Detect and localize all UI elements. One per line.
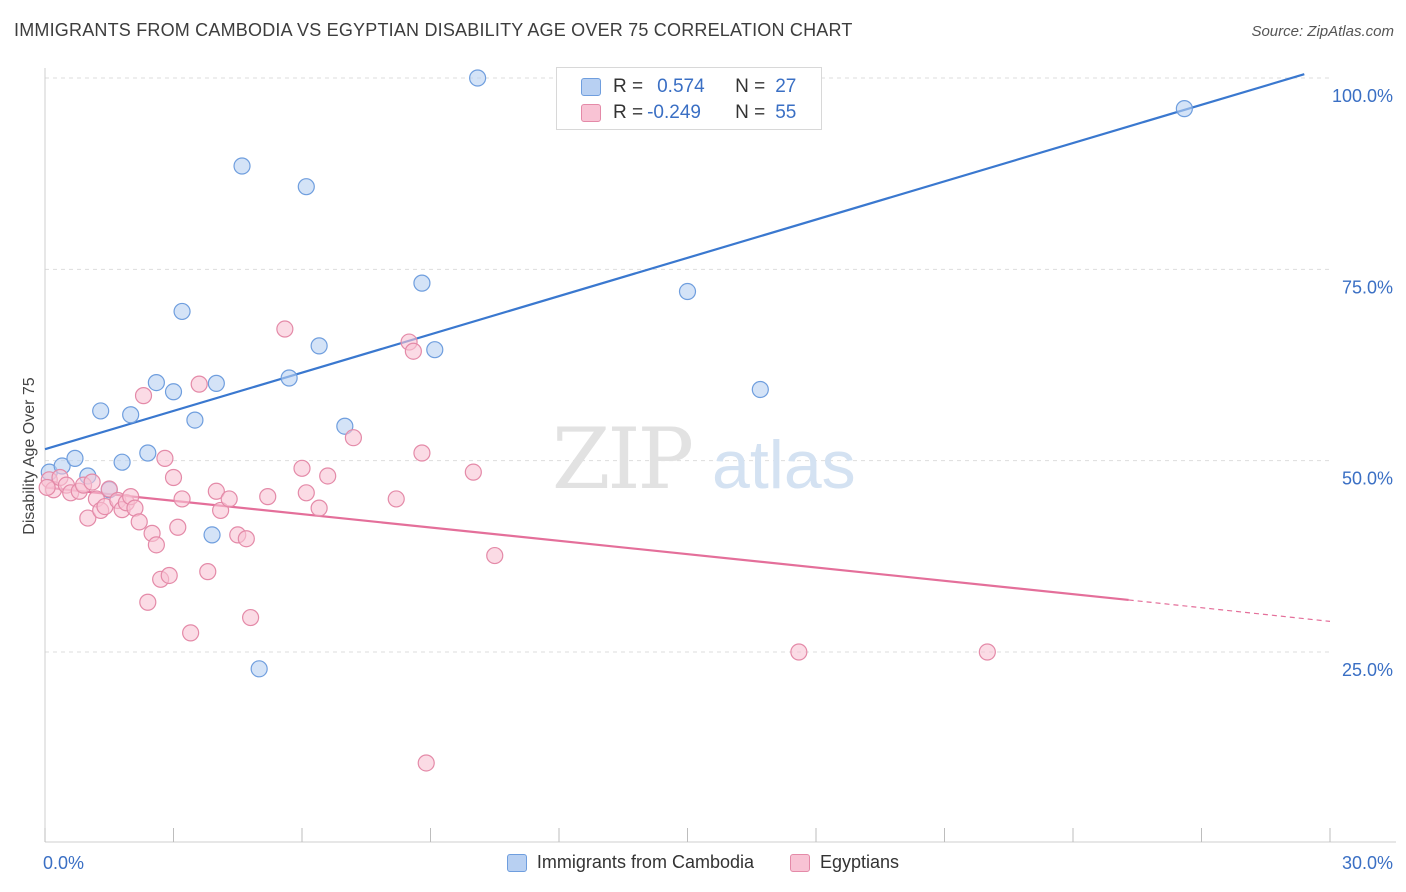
egyptians-point <box>199 563 217 581</box>
egyptians-point <box>319 467 337 485</box>
egyptians-point <box>387 490 405 508</box>
cambodia-point <box>1175 100 1193 118</box>
cambodia-point <box>173 302 191 321</box>
legend-swatch-pink <box>790 853 810 872</box>
r-label: R = <box>613 76 644 97</box>
egyptians-point <box>259 488 277 506</box>
cambodia-point <box>147 374 165 392</box>
egyptians-point <box>130 513 148 531</box>
egyptians-trend-extension <box>1128 599 1331 622</box>
egyptians-point <box>173 490 191 508</box>
watermark-zip: ZIP <box>552 410 692 508</box>
egyptians-point <box>134 387 153 405</box>
series-legend: Immigrants from Cambodia Egyptians <box>0 852 1406 873</box>
egyptians-point <box>169 518 187 536</box>
stats-legend: R = 0.574 N = 27 R = -0.249 N = 55 <box>556 67 822 130</box>
n-value: 55 <box>775 102 797 123</box>
cambodia-point <box>426 341 444 359</box>
egyptians-point <box>978 643 996 661</box>
cambodia-point <box>122 406 140 424</box>
legend-swatch-pink <box>581 104 601 122</box>
egyptians-point <box>79 509 97 527</box>
x-tick-label: 30.0% <box>1342 853 1393 873</box>
egyptians-point <box>164 468 183 487</box>
y-tick-label: 75.0% <box>1342 277 1393 297</box>
egyptians-point <box>156 449 174 467</box>
egyptians-point <box>237 530 255 548</box>
cambodia-point <box>203 526 221 544</box>
stats-row-cambodia: R = 0.574 N = 27 <box>581 75 796 99</box>
data-points <box>38 69 1193 772</box>
cambodia-point <box>207 374 225 392</box>
egyptians-point <box>38 478 56 497</box>
legend-item-cambodia[interactable]: Immigrants from Cambodia <box>506 852 754 873</box>
source-note: Source: ZipAtlas.com <box>1251 23 1394 40</box>
legend-swatch-blue <box>581 78 601 96</box>
cambodia-point <box>139 444 157 462</box>
cambodia-point <box>413 274 431 292</box>
egyptians-point <box>190 375 208 393</box>
legend-item-egyptians[interactable]: Egyptians <box>790 852 899 873</box>
chart-title: IMMIGRANTS FROM CAMBODIA VS EGYPTIAN DIS… <box>14 20 853 40</box>
cambodia-trend-line <box>44 73 1305 451</box>
egyptians-point <box>207 482 225 500</box>
cambodia-point <box>250 660 268 678</box>
y-tick-label: 50.0% <box>1342 469 1393 489</box>
egyptians-point <box>344 429 362 447</box>
r-value: 0.574 <box>657 76 705 97</box>
egyptians-point <box>417 754 435 772</box>
egyptians-point <box>242 608 260 627</box>
cambodia-point <box>678 282 697 301</box>
tick-labels: 25.0% 50.0% 75.0% 100.0% 0.0% 30.0% <box>43 86 1393 873</box>
egyptians-point <box>182 624 200 642</box>
egyptians-point <box>83 473 101 491</box>
watermark-atlas: atlas <box>712 427 856 503</box>
y-tick-label: 25.0% <box>1342 660 1393 680</box>
axes <box>44 68 1396 843</box>
cambodia-point <box>297 178 315 196</box>
egyptians-point <box>100 480 118 498</box>
r-value: -0.249 <box>647 102 701 123</box>
egyptians-point <box>413 444 431 462</box>
y-tick-label: 100.0% <box>1332 86 1393 106</box>
egyptians-point <box>790 643 808 661</box>
stats-row-egyptians: R = -0.249 N = 55 <box>581 101 796 125</box>
egyptians-point <box>464 463 482 481</box>
cambodia-point <box>336 417 354 435</box>
n-label: N = <box>735 102 766 123</box>
n-value: 27 <box>775 76 797 97</box>
egyptians-point <box>147 536 165 554</box>
egyptians-point <box>276 320 294 338</box>
y-axis-label: Disability Age Over 75 <box>21 377 38 535</box>
watermark: ZIP atlas <box>552 410 856 508</box>
cambodia-point <box>469 69 487 87</box>
cambodia-point <box>280 369 298 387</box>
egyptians-point <box>220 490 238 508</box>
cambodia-point <box>92 402 110 420</box>
egyptians-point <box>486 546 504 565</box>
cambodia-point <box>751 380 769 399</box>
egyptians-point <box>139 593 157 611</box>
n-label: N = <box>735 76 766 97</box>
egyptians-point <box>310 499 328 517</box>
egyptians-point <box>297 484 315 502</box>
cambodia-point <box>186 411 204 429</box>
egyptians-point <box>160 566 178 585</box>
cambodia-point <box>233 157 251 175</box>
legend-label-egyptians: Egyptians <box>820 852 900 872</box>
egyptians-point <box>293 459 311 477</box>
r-label: R = <box>613 102 644 123</box>
cambodia-point <box>310 337 328 355</box>
x-tick-label: 0.0% <box>43 853 84 873</box>
egyptians-point <box>404 342 422 360</box>
legend-label-cambodia: Immigrants from Cambodia <box>536 852 754 872</box>
egyptians-point <box>212 501 230 520</box>
cambodia-point <box>113 453 131 471</box>
cambodia-point <box>164 383 183 401</box>
cambodia-point <box>66 449 84 467</box>
legend-swatch-blue <box>506 853 527 872</box>
